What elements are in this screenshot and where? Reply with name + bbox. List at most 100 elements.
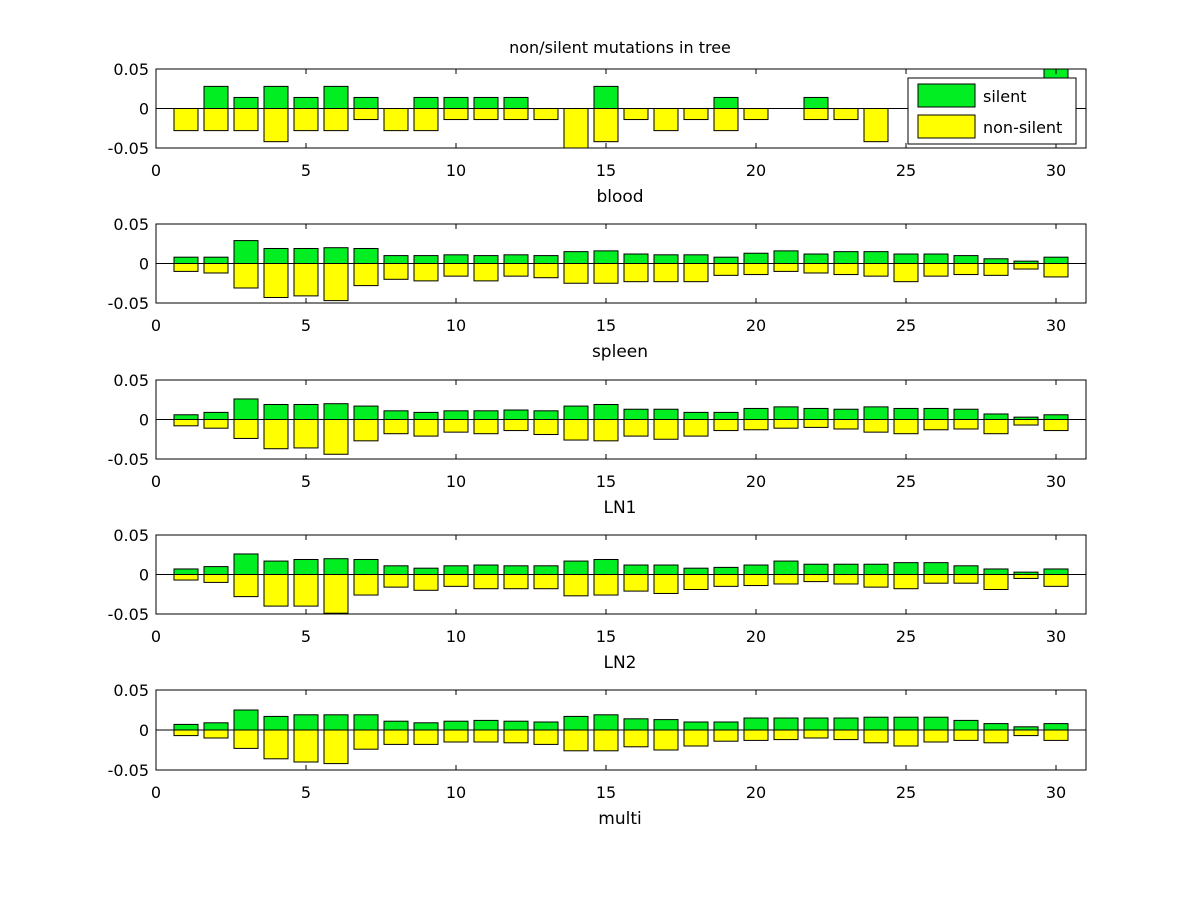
x-tick-label: 30 xyxy=(1046,161,1066,180)
x-tick-label: 30 xyxy=(1046,316,1066,335)
silent-bar-23 xyxy=(833,717,859,731)
silent-bar-12 xyxy=(503,254,529,264)
non-silent-bar-25 xyxy=(893,263,919,283)
silent-bar-22 xyxy=(803,96,829,110)
non-silent-bar-14 xyxy=(563,108,589,148)
x-tick-label: 15 xyxy=(596,316,616,335)
silent-bar-10 xyxy=(443,720,469,731)
non-silent-bar-7 xyxy=(353,108,379,121)
non-silent-bar-23 xyxy=(833,419,859,430)
silent-bar-12 xyxy=(503,409,529,420)
silent-bar-4 xyxy=(263,403,289,420)
silent-bar-9 xyxy=(413,722,439,731)
non-silent-bar-15 xyxy=(593,108,619,143)
silent-legend-swatch xyxy=(917,83,976,108)
non-silent-bar-5 xyxy=(293,263,319,297)
bars-group xyxy=(173,709,1069,765)
silent-bar-11 xyxy=(473,719,499,731)
non-silent-bar-2 xyxy=(203,108,229,132)
silent-bar-8 xyxy=(383,720,409,731)
x-tick-label: 0 xyxy=(151,472,161,491)
y-tick-label: 0.05 xyxy=(113,215,149,234)
non-silent-bar-24 xyxy=(863,729,889,744)
non-silent-bar-4 xyxy=(263,419,289,450)
non-silent-bar-3 xyxy=(233,574,259,598)
non-silent-bar-30 xyxy=(1043,574,1069,587)
non-silent-bar-8 xyxy=(383,574,409,588)
non-silent-bar-9 xyxy=(413,108,439,132)
non-silent-bar-28 xyxy=(983,419,1009,435)
non-silent-bar-11 xyxy=(473,419,499,435)
non-silent-bar-20 xyxy=(743,729,769,741)
non-silent-bar-26 xyxy=(923,419,949,431)
non-silent-bar-2 xyxy=(203,574,229,583)
x-tick-label: 10 xyxy=(446,161,466,180)
non-silent-bar-19 xyxy=(713,419,739,432)
non-silent-bar-24 xyxy=(863,263,889,277)
non-silent-bar-29 xyxy=(1013,574,1039,579)
y-tick-label: -0.05 xyxy=(108,605,149,624)
non-silent-bar-27 xyxy=(953,729,979,741)
non-silent-bar-15 xyxy=(593,729,619,752)
x-tick-label: 5 xyxy=(301,783,311,802)
silent-bar-9 xyxy=(413,255,439,265)
non-silent-bar-18 xyxy=(683,108,709,121)
silent-bar-24 xyxy=(863,563,889,575)
silent-bar-24 xyxy=(863,251,889,264)
silent-bar-18 xyxy=(683,567,709,575)
silent-bar-11 xyxy=(473,255,499,265)
x-tick-label: 0 xyxy=(151,783,161,802)
silent-bar-28 xyxy=(983,258,1009,265)
non-silent-bar-4 xyxy=(263,729,289,760)
y-tick-label: 0.05 xyxy=(113,60,149,79)
silent-bar-20 xyxy=(743,564,769,576)
non-silent-bar-19 xyxy=(713,574,739,587)
silent-bar-21 xyxy=(773,717,799,731)
non-silent-bar-10 xyxy=(443,419,469,433)
silent-bar-16 xyxy=(623,718,649,731)
x-tick-label: 0 xyxy=(151,627,161,646)
non-silent-bar-12 xyxy=(503,108,529,121)
silent-bar-5 xyxy=(293,558,319,575)
x-tick-label: 20 xyxy=(746,627,766,646)
silent-bar-26 xyxy=(923,253,949,265)
non-silent-bar-29 xyxy=(1013,729,1039,737)
silent-bar-5 xyxy=(293,714,319,731)
silent-bar-26 xyxy=(923,562,949,576)
silent-bar-30 xyxy=(1043,723,1069,731)
non-silent-bar-7 xyxy=(353,419,379,442)
non-silent-bar-3 xyxy=(233,108,259,132)
non-silent-bar-17 xyxy=(653,263,679,283)
non-silent-bar-24 xyxy=(863,419,889,433)
non-silent-bar-21 xyxy=(773,419,799,429)
silent-bar-6 xyxy=(323,85,349,109)
non-silent-bar-6 xyxy=(323,108,349,132)
silent-bar-22 xyxy=(803,253,829,265)
silent-bar-2 xyxy=(203,256,229,264)
non-silent-bar-24 xyxy=(863,108,889,143)
x-tick-label: 20 xyxy=(746,472,766,491)
non-silent-bar-30 xyxy=(1043,263,1069,278)
y-tick-label: 0 xyxy=(139,411,149,430)
non-silent-bar-22 xyxy=(803,108,829,121)
non-silent-bar-30 xyxy=(1043,419,1069,432)
x-tick-label: 5 xyxy=(301,472,311,491)
silent-bar-30 xyxy=(1043,256,1069,264)
x-tick-label: 30 xyxy=(1046,627,1066,646)
silent-bar-13 xyxy=(533,410,559,420)
non-silent-bar-9 xyxy=(413,419,439,437)
y-tick-label: -0.05 xyxy=(108,294,149,313)
x-tick-label: 25 xyxy=(896,161,916,180)
non-silent-bar-2 xyxy=(203,419,229,429)
non-silent-bar-17 xyxy=(653,729,679,751)
non-silent-bar-20 xyxy=(743,108,769,121)
bars-group xyxy=(173,398,1069,455)
silent-bar-8 xyxy=(383,410,409,420)
silent-bar-3 xyxy=(233,709,259,731)
y-tick-label: -0.05 xyxy=(108,139,149,158)
non-silent-bar-3 xyxy=(233,419,259,439)
non-silent-bar-17 xyxy=(653,574,679,594)
